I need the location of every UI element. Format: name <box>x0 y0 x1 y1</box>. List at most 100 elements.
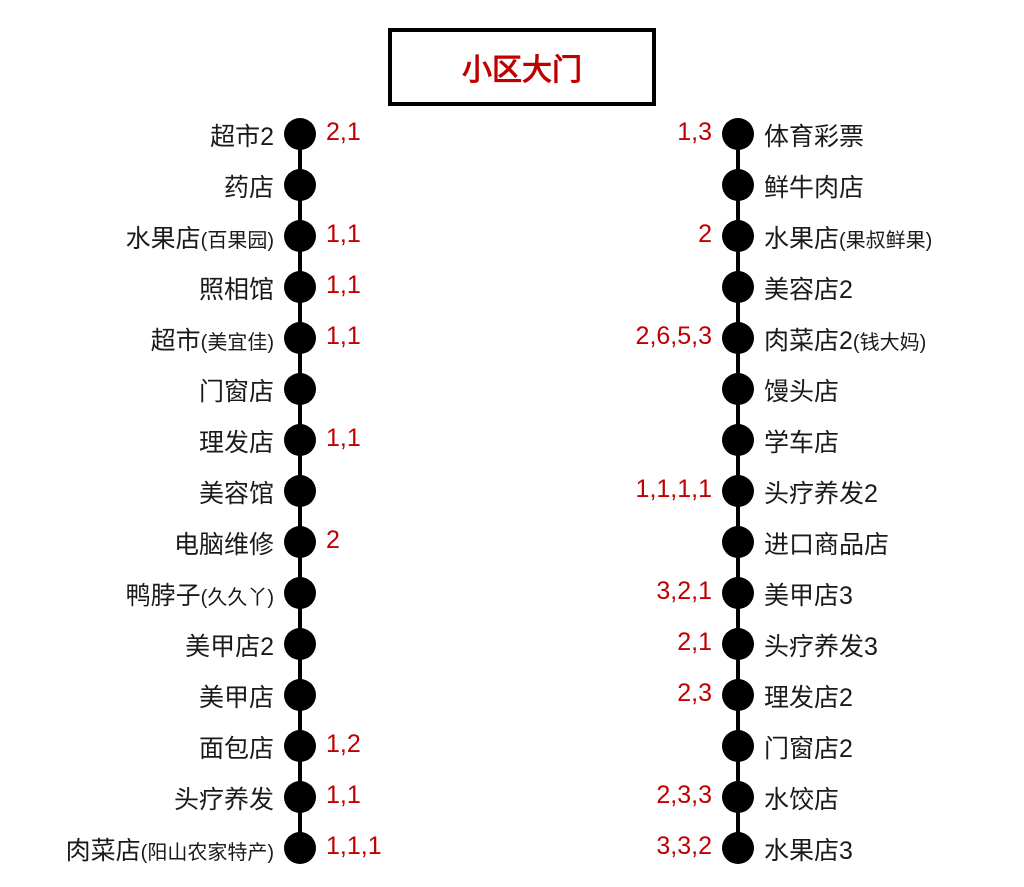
left-node <box>284 832 316 864</box>
shop-label-main: 面包店 <box>199 735 274 763</box>
right-shop-label: 肉菜店2(钱大妈) <box>764 321 926 357</box>
left-shop-label: 美甲店 <box>199 678 274 714</box>
right-shop-label: 头疗养发2 <box>764 474 878 510</box>
shop-label-main: 水果店 <box>764 225 839 253</box>
left-node <box>284 322 316 354</box>
shop-label-main: 美容店2 <box>764 276 853 304</box>
left-node <box>284 475 316 507</box>
shop-label-main: 理发店2 <box>764 684 853 712</box>
shop-label-main: 水果店 <box>126 225 201 253</box>
left-shop-label: 门窗店 <box>199 372 274 408</box>
left-node <box>284 424 316 456</box>
right-shop-label: 水果店3 <box>764 831 853 867</box>
right-shop-label: 理发店2 <box>764 678 853 714</box>
shop-label-main: 门窗店 <box>199 378 274 406</box>
left-shop-label: 药店 <box>224 168 274 204</box>
left-node <box>284 220 316 252</box>
right-node <box>722 628 754 660</box>
left-shop-number: 1,1 <box>326 424 361 453</box>
right-node <box>722 424 754 456</box>
shop-label-main: 超市2 <box>210 123 274 151</box>
left-shop-label: 理发店 <box>199 423 274 459</box>
shop-label-main: 美甲店2 <box>185 633 274 661</box>
right-node <box>722 781 754 813</box>
left-shop-number: 1,1,1 <box>326 832 382 861</box>
shop-label-main: 水饺店 <box>764 786 839 814</box>
left-node <box>284 730 316 762</box>
right-shop-number: 2,3,3 <box>656 781 712 810</box>
shop-label-main: 美甲店3 <box>764 582 853 610</box>
shop-label-sub: (阳山农家特产) <box>141 842 274 864</box>
shop-label-sub: (钱大妈) <box>853 332 926 354</box>
right-node <box>722 526 754 558</box>
left-shop-number: 1,1 <box>326 271 361 300</box>
shop-label-main: 药店 <box>224 174 274 202</box>
right-node <box>722 373 754 405</box>
left-node <box>284 169 316 201</box>
shop-label-main: 学车店 <box>764 429 839 457</box>
right-node <box>722 220 754 252</box>
right-shop-label: 体育彩票 <box>764 117 864 153</box>
right-node <box>722 322 754 354</box>
left-node <box>284 628 316 660</box>
left-shop-label: 面包店 <box>199 729 274 765</box>
left-shop-label: 头疗养发 <box>174 780 274 816</box>
right-shop-label: 美甲店3 <box>764 576 853 612</box>
right-shop-label: 门窗店2 <box>764 729 853 765</box>
shop-label-main: 照相馆 <box>199 276 274 304</box>
left-shop-number: 1,2 <box>326 730 361 759</box>
right-node <box>722 271 754 303</box>
right-shop-number: 3,3,2 <box>656 832 712 861</box>
shop-label-main: 门窗店2 <box>764 735 853 763</box>
right-node <box>722 730 754 762</box>
left-shop-label: 超市(美宜佳) <box>151 321 274 357</box>
left-shop-label: 水果店(百果园) <box>126 219 274 255</box>
shop-label-main: 进口商品店 <box>764 531 889 559</box>
right-shop-number: 2,3 <box>677 679 712 708</box>
right-node <box>722 679 754 711</box>
shop-label-main: 美甲店 <box>199 684 274 712</box>
right-shop-number: 1,1,1,1 <box>636 475 712 504</box>
shop-label-main: 肉菜店2 <box>764 327 853 355</box>
left-shop-number: 1,1 <box>326 781 361 810</box>
shop-label-main: 美容馆 <box>199 480 274 508</box>
right-shop-label: 水果店(果叔鲜果) <box>764 219 932 255</box>
left-shop-label: 超市2 <box>210 117 274 153</box>
shop-label-sub: (美宜佳) <box>201 332 274 354</box>
shop-label-sub: (久久丫) <box>201 587 274 609</box>
gate-box: 小区大门 <box>388 28 656 106</box>
right-shop-label: 学车店 <box>764 423 839 459</box>
left-shop-number: 2,1 <box>326 118 361 147</box>
left-node <box>284 373 316 405</box>
right-shop-number: 3,2,1 <box>656 577 712 606</box>
shop-label-main: 体育彩票 <box>764 123 864 151</box>
left-shop-label: 肉菜店(阳山农家特产) <box>66 831 274 867</box>
right-shop-label: 鲜牛肉店 <box>764 168 864 204</box>
right-node <box>722 169 754 201</box>
right-node <box>722 475 754 507</box>
left-shop-label: 照相馆 <box>199 270 274 306</box>
right-node <box>722 577 754 609</box>
right-shop-label: 进口商品店 <box>764 525 889 561</box>
shop-label-main: 超市 <box>151 327 201 355</box>
right-shop-label: 美容店2 <box>764 270 853 306</box>
shop-label-main: 水果店3 <box>764 837 853 865</box>
left-node <box>284 577 316 609</box>
gate-title: 小区大门 <box>462 45 582 89</box>
left-shop-number: 2 <box>326 526 340 555</box>
left-node <box>284 526 316 558</box>
left-shop-number: 1,1 <box>326 322 361 351</box>
shop-label-main: 头疗养发 <box>174 786 274 814</box>
left-node <box>284 781 316 813</box>
right-shop-number: 2,1 <box>677 628 712 657</box>
right-shop-number: 2,6,5,3 <box>636 322 712 351</box>
right-shop-label: 馒头店 <box>764 372 839 408</box>
shop-label-main: 头疗养发3 <box>764 633 878 661</box>
left-node <box>284 679 316 711</box>
shop-label-main: 头疗养发2 <box>764 480 878 508</box>
shop-label-main: 电脑维修 <box>174 531 274 559</box>
left-shop-label: 美容馆 <box>199 474 274 510</box>
right-shop-number: 1,3 <box>677 118 712 147</box>
shop-label-main: 鲜牛肉店 <box>764 174 864 202</box>
left-node <box>284 271 316 303</box>
